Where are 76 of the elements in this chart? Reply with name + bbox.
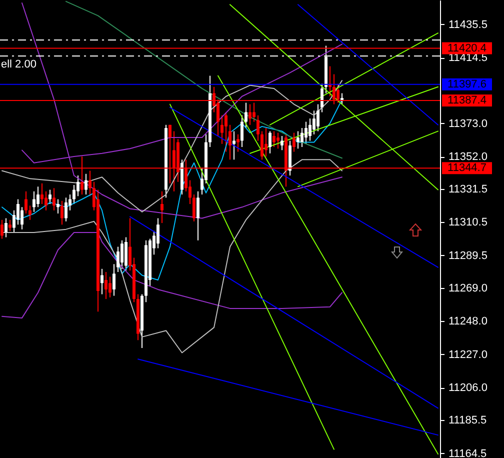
- candlestick: [228, 124, 232, 160]
- candlestick: [300, 128, 304, 148]
- candlestick: [320, 83, 324, 113]
- y-tick-label: 11331.5: [448, 183, 488, 196]
- candlestick: [308, 118, 312, 142]
- y-tick-label: 11248.0: [448, 316, 488, 328]
- candlestick: [196, 190, 200, 241]
- ref-line-label: 11387.4: [448, 94, 486, 106]
- ref-line-label: 11420.4: [448, 42, 486, 54]
- candlestick: [260, 130, 264, 160]
- candlestick: [48, 189, 52, 204]
- line-series: [2, 159, 342, 354]
- candlestick: [36, 186, 40, 208]
- candlestick: [28, 205, 32, 220]
- candlestick: [4, 218, 8, 238]
- candlestick: [20, 206, 24, 230]
- candlestick: [64, 197, 68, 222]
- y-tick-label: 11227.0: [448, 348, 488, 361]
- candlestick: [256, 114, 260, 142]
- candlestick: [108, 276, 112, 298]
- candlestick: [56, 198, 60, 214]
- candlestick: [84, 173, 88, 195]
- candlestick: [52, 188, 56, 211]
- candlestick: [16, 198, 20, 226]
- y-tick-label: 11206.0: [448, 382, 488, 394]
- candlestick: [240, 114, 244, 148]
- candlestick: [272, 130, 276, 148]
- candlestick: [24, 190, 28, 214]
- y-tick-label: 11185.5: [448, 414, 487, 427]
- candlestick: [292, 132, 296, 152]
- candlestick: [312, 110, 316, 135]
- candlestick: [120, 240, 124, 270]
- candlestick: [264, 128, 268, 158]
- candlestick: [0, 219, 4, 240]
- candlestick: [232, 130, 236, 160]
- candlestick: [244, 102, 248, 129]
- candlestick: [296, 130, 300, 150]
- candlestick: [76, 175, 80, 197]
- y-tick-label: 11373.0: [448, 118, 488, 130]
- candlestick: [276, 132, 280, 150]
- y-tick-label: 11310.5: [448, 216, 488, 229]
- candlestick: [160, 190, 164, 224]
- ref-line-label: 11344.7: [448, 162, 486, 174]
- candlestick: [40, 182, 44, 204]
- candlestick: [124, 236, 128, 271]
- candlestick: [8, 219, 12, 232]
- line-series: [2, 232, 342, 318]
- candlestick: [316, 104, 320, 132]
- candlestick: [224, 112, 228, 152]
- line-series: [2, 80, 342, 212]
- y-tick-label: 11269.0: [448, 282, 488, 294]
- line-series: [66, 0, 342, 159]
- annotation: ell 2.00: [1, 58, 36, 70]
- y-tick-label: 11435.5: [448, 18, 488, 31]
- candlestick: [100, 268, 104, 295]
- candlestick: [248, 104, 252, 126]
- candlestick: [32, 190, 36, 212]
- candlestick: [88, 170, 92, 197]
- line-series: [2, 99, 342, 280]
- y-tick-label: 11289.5: [448, 250, 488, 262]
- candlestick: [104, 272, 108, 300]
- candlestick: [116, 246, 120, 273]
- candlestick: [156, 218, 160, 249]
- candlestick: [44, 190, 48, 211]
- candlestick: [304, 121, 308, 144]
- candlestick: [60, 200, 64, 226]
- candlestick: [220, 114, 224, 144]
- ref-line-label: 11397.6: [448, 78, 486, 90]
- candlestick: [72, 184, 76, 204]
- y-tick-label: 11352.0: [448, 151, 488, 164]
- candlestick: [192, 194, 196, 222]
- candlestick: [236, 134, 240, 152]
- candlestick: [112, 264, 116, 296]
- candlestick: [280, 135, 284, 151]
- candlestick: [268, 130, 272, 154]
- y-tick-label: 11164.5: [448, 448, 487, 458]
